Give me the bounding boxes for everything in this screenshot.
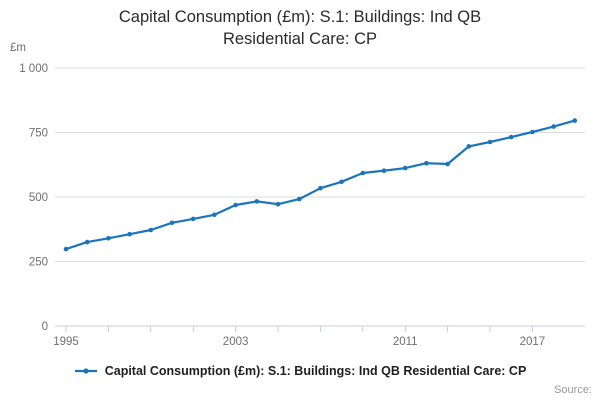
data-series-line [64,119,576,251]
data-point [402,165,408,171]
y-axis-unit-label: £m [10,42,26,54]
data-point [212,212,217,218]
data-point [424,160,429,166]
chart-title: Capital Consumption (£m): S.1: Buildings… [118,8,482,48]
data-point [551,124,556,129]
data-point [106,236,111,241]
data-point [169,220,175,226]
legend: Capital Consumption (£m): S.1: Buildings… [0,364,600,378]
y-tick-label: 0 [42,321,48,333]
x-tick-label: 1995 [53,336,79,348]
legend-line-marker-icon [74,368,97,374]
data-point [381,168,387,173]
data-point [445,161,450,167]
data-point [530,129,535,135]
data-point [127,231,132,237]
data-point [487,139,493,145]
y-tick-label: 750 [29,128,48,140]
y-tick-label: 1 000 [19,63,48,75]
line-chart-plot: 0 250 500 750 1 000 1995 2003 2011 2017 [19,63,585,348]
y-tick-label: 250 [29,257,48,269]
legend-label: Capital Consumption (£m): S.1: Buildings… [104,364,527,378]
data-point [466,144,472,149]
data-point [84,239,90,245]
x-tick-label: 2003 [223,336,249,348]
data-point [254,199,260,204]
data-point [318,185,323,191]
x-tick-label: 2017 [520,336,546,348]
data-point [339,179,344,185]
data-point [360,170,366,176]
y-tick-label: 500 [29,192,48,204]
x-tick-label: 2011 [393,336,418,348]
data-point [190,216,196,222]
data-point [296,196,302,202]
data-point [148,227,154,233]
data-point [63,246,69,252]
data-point [275,201,281,207]
data-point [233,202,238,208]
source-label: Source: [554,384,592,396]
data-point [572,118,578,123]
data-point [508,134,514,140]
